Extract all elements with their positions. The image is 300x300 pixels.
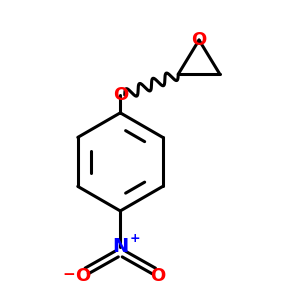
Text: O: O	[76, 267, 91, 285]
Text: O: O	[113, 86, 128, 104]
Text: −: −	[62, 267, 75, 282]
Text: O: O	[150, 267, 165, 285]
Text: O: O	[191, 31, 207, 49]
Text: +: +	[129, 232, 140, 245]
Text: N: N	[112, 237, 128, 256]
